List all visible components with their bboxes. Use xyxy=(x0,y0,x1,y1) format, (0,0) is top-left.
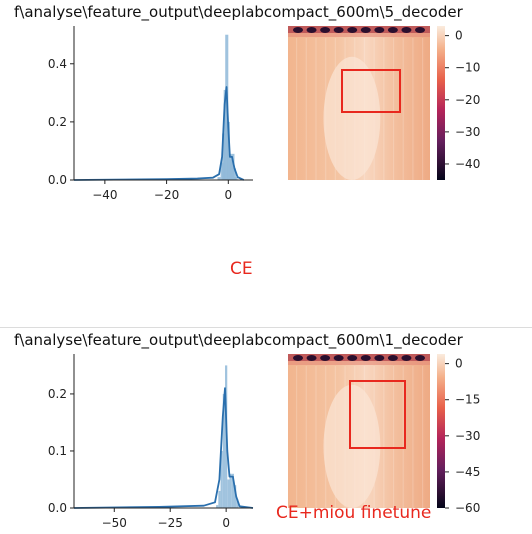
histogram-bar xyxy=(232,168,237,180)
x-tick-label: −50 xyxy=(102,516,127,530)
heatmap-streak xyxy=(412,38,414,180)
heatmap-dark-spot xyxy=(360,27,371,33)
heatmap-dark-spot xyxy=(415,355,425,361)
x-tick-label: −40 xyxy=(92,188,117,202)
heatmap-dark-spot xyxy=(320,355,331,361)
heatmap-streak xyxy=(402,366,404,508)
heatmap-top-band xyxy=(288,26,430,33)
panel-bottom: 0.0 0.1 0.2 −50 −25 0 0 −15 −30 −45 −60 xyxy=(48,354,480,530)
heatmap-dark-spot xyxy=(320,27,331,33)
kde-line xyxy=(73,86,245,181)
colorbar-bottom: 0 −15 −30 −45 −60 xyxy=(437,354,480,515)
heatmap-dark-spot xyxy=(374,355,385,361)
panel-top: 0.0 0.2 0.4 −40 −20 0 0 −10 −20 −30 −40 xyxy=(48,26,480,202)
histogram-bar xyxy=(229,473,232,508)
x-tick-label: −25 xyxy=(158,516,183,530)
colorbar-tick-label: −45 xyxy=(455,465,480,479)
heatmap-dark-spot xyxy=(401,27,412,33)
colorbar-tick-label: 0 xyxy=(455,357,463,371)
heatmap-streak xyxy=(296,366,298,508)
histogram-bar xyxy=(217,177,221,180)
y-tick-label: 0.0 xyxy=(48,501,67,515)
heatmap-dark-spot xyxy=(387,27,398,33)
heatmap-streak xyxy=(383,38,385,180)
heatmap-dark-spot xyxy=(374,27,385,33)
y-tick-label: 0.4 xyxy=(48,57,67,71)
caption-ce-miou-finetune: CE+miou finetune xyxy=(276,503,432,523)
highlight-box xyxy=(349,380,406,449)
heatmap-streak xyxy=(402,38,404,180)
heatmap-streak xyxy=(305,38,307,180)
colorbar-tick-label: −30 xyxy=(455,429,480,443)
heatmap-top-fade xyxy=(288,361,430,365)
histogram-bar xyxy=(220,450,223,508)
colorbar-strip xyxy=(437,354,445,508)
heatmap-streak xyxy=(305,366,307,508)
histogram-bar xyxy=(226,121,230,180)
histogram-bar xyxy=(227,479,230,508)
heatmap-dark-spot xyxy=(401,355,412,361)
heatmap-dark-spot xyxy=(293,355,303,361)
colorbar-tick-label: −60 xyxy=(455,501,480,515)
heatmap-dark-spot xyxy=(415,27,425,33)
x-tick-label: 0 xyxy=(222,516,230,530)
divider xyxy=(0,327,532,328)
histogram-bottom: 0.0 0.1 0.2 −50 −25 0 xyxy=(48,354,254,530)
colorbar-tick-label: −15 xyxy=(455,393,480,407)
heatmap-top xyxy=(288,26,430,180)
heatmap-dark-spot xyxy=(306,355,317,361)
heatmap-streak xyxy=(315,38,317,180)
histogram-bar xyxy=(231,153,235,180)
colorbar-tick-label: −10 xyxy=(455,61,480,75)
figure-title-bottom: f\analyse\feature_output\deeplabcompact_… xyxy=(14,331,463,349)
y-tick-label: 0.0 xyxy=(48,173,67,187)
heatmap-streak xyxy=(315,366,317,508)
heatmap-dark-spot xyxy=(360,355,371,361)
heatmap-top-band xyxy=(288,354,430,361)
histogram-bar xyxy=(218,490,221,508)
heatmap-streak xyxy=(392,366,395,508)
histogram-top: 0.0 0.2 0.4 −40 −20 0 xyxy=(48,26,253,202)
highlight-box xyxy=(341,69,401,113)
figure-title-top: f\analyse\feature_output\deeplabcompact_… xyxy=(14,3,463,21)
heatmap-pale-region xyxy=(323,56,381,180)
histogram-bar xyxy=(222,393,226,508)
heatmap-streak xyxy=(296,38,298,180)
heatmap-bottom xyxy=(288,354,430,508)
colorbar-tick-label: −20 xyxy=(455,93,480,107)
heatmap-streak xyxy=(422,366,424,508)
histogram-bar xyxy=(231,473,234,508)
heatmap-pale-region xyxy=(323,384,381,508)
heatmap-dark-spot xyxy=(333,355,344,361)
colorbar-tick-label: −40 xyxy=(455,157,480,171)
heatmap-dark-spot xyxy=(347,27,358,33)
histogram-bar xyxy=(233,485,237,508)
heatmap-top-fade xyxy=(288,33,430,37)
x-tick-label: −20 xyxy=(154,188,179,202)
histogram-bar xyxy=(216,505,219,508)
heatmap-streak xyxy=(383,366,385,508)
heatmap-dark-spot xyxy=(333,27,344,33)
x-tick-label: 0 xyxy=(224,188,232,202)
y-tick-label: 0.1 xyxy=(48,444,67,458)
heatmap-dark-spot xyxy=(347,355,358,361)
heatmap-dark-spot xyxy=(306,27,317,33)
y-tick-label: 0.2 xyxy=(48,115,67,129)
colorbar-tick-label: −30 xyxy=(455,125,480,139)
y-tick-label: 0.2 xyxy=(48,387,67,401)
heatmap-dark-spot xyxy=(387,355,398,361)
heatmap-streak xyxy=(392,38,395,180)
colorbar-strip xyxy=(437,26,445,180)
histogram-bar xyxy=(234,177,238,180)
colorbar-tick-label: 0 xyxy=(455,29,463,43)
histogram-bar xyxy=(236,499,239,508)
colorbar-top: 0 −10 −20 −30 −40 xyxy=(437,26,480,180)
kde-line xyxy=(73,387,254,509)
caption-ce: CE xyxy=(230,259,253,279)
heatmap-streak xyxy=(412,366,414,508)
heatmap-dark-spot xyxy=(293,27,303,33)
heatmap-streak xyxy=(422,38,424,180)
